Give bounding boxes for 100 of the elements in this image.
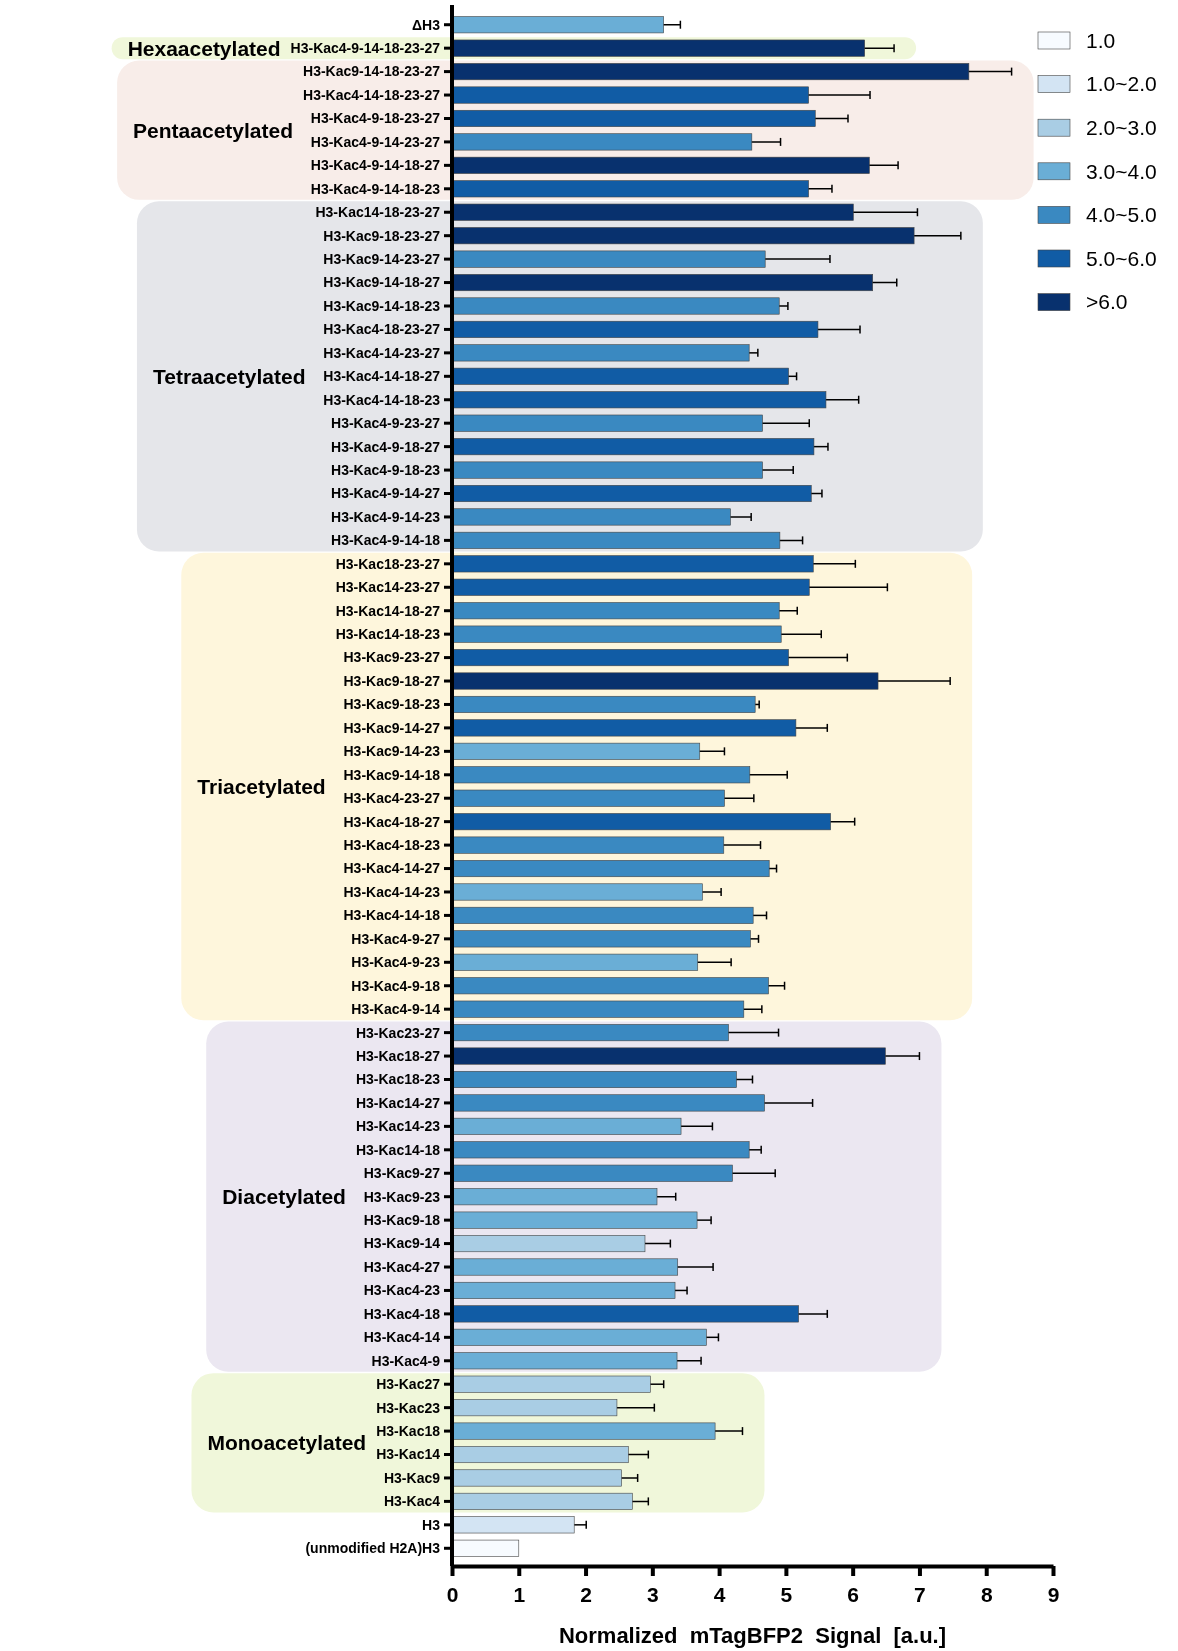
bar [451,719,797,737]
bar [451,250,766,268]
y-tick-label: H3-Kac14-23 [355,1118,441,1135]
bar [451,274,873,292]
y-tick-label: H3-Kac9-23 [363,1188,441,1205]
y-tick-label: H3-Kac9-23-27 [343,649,441,666]
bar [451,789,725,807]
x-tick-label: 5 [780,1583,793,1607]
y-tick-label: H3-Kac9-14-18-23 [323,297,441,314]
y-tick-label: H3-Kac4-14 [363,1329,441,1346]
bar [451,1492,633,1510]
y-tick-label: H3-Kac4-9-23-27 [331,415,441,432]
y-tick-label: H3-Kac9 [383,1469,441,1486]
bar [451,1516,575,1534]
bar [451,578,810,596]
bar [451,367,789,385]
x-tick-label: 9 [1047,1583,1060,1607]
band-label: Monoacetylated [207,1431,367,1455]
bar [451,1188,658,1206]
y-tick-label: H3 [422,1516,441,1533]
bar [451,953,699,971]
bar [451,1235,646,1253]
bar [451,836,725,854]
bar [451,1539,520,1557]
y-tick-label: H3-Kac9-14 [363,1235,441,1252]
y-tick-label: H3-Kac4-23 [363,1282,441,1299]
y-tick-label: H3-Kac4-14-27 [343,860,441,877]
y-tick-label: H3-Kac4-9-23 [351,954,441,971]
band-label: Diacetylated [222,1185,346,1209]
bar [451,695,756,713]
bar [451,133,753,151]
bar [451,742,701,760]
bar [451,649,789,667]
bar [451,766,751,784]
bar [451,1024,729,1042]
y-tick-label: H3-Kac14-18-27 [335,602,441,619]
bar [451,813,831,831]
x-tick-label: 2 [580,1583,592,1607]
y-tick-label: H3-Kac18 [376,1422,441,1439]
y-tick-label: H3-Kac14-27 [355,1094,441,1111]
y-tick-label: H3-Kac18-27 [355,1047,441,1064]
bar [451,1211,698,1229]
y-tick-label: H3-Kac9-27 [363,1165,441,1182]
y-tick-label: H3-Kac14-23-27 [335,579,441,596]
y-tick-label: H3-Kac23 [376,1399,441,1416]
y-tick-label: H3-Kac4-14-18-23 [323,391,441,408]
bar [451,555,814,573]
legend-label: 5.0~6.0 [1086,246,1157,270]
y-tick-label: H3-Kac18-23-27 [335,555,441,572]
y-tick-label: H3-Kac23-27 [355,1024,441,1041]
bar [451,672,879,690]
bar [451,1469,622,1487]
bar [451,1164,733,1182]
legend-label: 2.0~3.0 [1086,116,1157,140]
legend-label: 1.0~2.0 [1086,72,1157,96]
x-tick-label: 0 [446,1583,459,1607]
bar [451,531,781,549]
bar [451,508,731,526]
y-tick-label: H3-Kac4-9-27 [351,930,441,947]
y-tick-label: H3-Kac9-18-27 [343,672,441,689]
y-tick-label: H3-Kac4-9-14-23-27 [310,133,441,150]
y-tick-label: H3-Kac4-9-14 [351,1001,441,1018]
band-label: Hexaacetylated [127,36,281,60]
y-tick-label: H3-Kac14 [376,1446,441,1463]
band-label: Pentaacetylated [133,118,294,142]
y-tick-label: H3-Kac9-18-23-27 [323,227,441,244]
y-tick-label: H3-Kac14-18-23 [335,626,441,643]
y-tick-label: H3-Kac4-9-14-18-27 [310,157,441,174]
y-tick-label: H3-Kac18-23 [355,1071,441,1088]
bar [451,391,827,409]
y-tick-label: H3-Kac4-9-14-27 [331,485,441,502]
bar [451,156,870,174]
y-tick-label: H3-Kac9-14-23-27 [323,251,441,268]
legend-label: 4.0~5.0 [1086,203,1157,227]
y-tick-label: H3-Kac4-9 [371,1352,441,1369]
y-tick-label: H3-Kac9-14-27 [343,719,441,736]
y-tick-label: H3-Kac4-9-18 [351,977,441,994]
y-tick-label: (unmodified H2A)H3 [305,1540,441,1557]
y-tick-label: H3-Kac4-14-23-27 [323,344,441,361]
y-tick-label: H3-Kac4-9-14-18 [331,532,441,549]
bar [451,86,809,104]
x-tick-label: 3 [646,1583,659,1607]
bar [451,180,809,198]
x-axis-title: Normalized mTagBFP2 Signal [a.u.] [558,1623,947,1648]
x-tick-label: 1 [513,1583,526,1607]
bar [451,320,819,338]
bar [451,485,812,503]
y-tick-label: H3-Kac9-18-23 [343,696,441,713]
bar [451,63,970,81]
band-label: Triacetylated [197,774,326,798]
bar [451,1422,716,1440]
bar [451,1281,676,1299]
bar [451,1352,678,1370]
y-tick-label: H3-Kac4-18-23-27 [323,321,441,338]
bar [451,930,751,948]
x-tick-label: 7 [914,1583,926,1607]
y-tick-label: H3-Kac4-18-27 [343,813,441,830]
bar [451,602,780,620]
y-tick-label: H3-Kac4-14-18 [343,907,441,924]
x-tick-label: 8 [980,1583,993,1607]
